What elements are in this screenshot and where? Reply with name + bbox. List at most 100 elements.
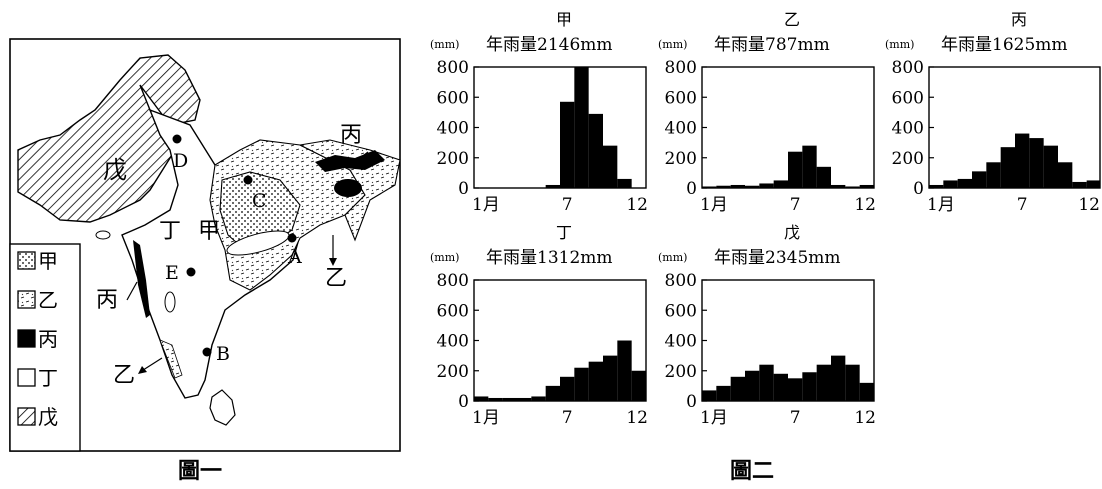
bar-3-m10	[603, 355, 618, 401]
ytick-label-3-1: 200	[437, 362, 469, 382]
bar-2-m12	[1086, 180, 1100, 188]
xtick-label-0-2: 12	[626, 195, 648, 215]
bar-1-m4	[745, 185, 760, 188]
legend-label-4: 戊	[38, 405, 58, 429]
leader-bing-west	[126, 281, 138, 301]
ytick-label-3-0: 0	[458, 392, 469, 412]
ytick-label-4-4: 800	[665, 271, 697, 291]
chart-annual-1: 年雨量787mm	[714, 35, 830, 55]
caption-figure1: 圖一	[178, 458, 222, 484]
region-bing-west-shape	[133, 240, 150, 318]
bar-2-m6	[1000, 147, 1015, 188]
ytick-label-2-1: 200	[892, 149, 924, 169]
bar-2-m4	[972, 171, 987, 188]
small-lake-shape	[164, 291, 176, 313]
bar-0-m6	[545, 184, 560, 188]
xtick-label-3-0: 1月	[472, 408, 500, 428]
point-label-A: A	[287, 246, 302, 268]
chart-unit-2: (mm)	[885, 38, 914, 51]
legend-label-3: 丁	[38, 366, 58, 390]
bar-4-m7	[788, 378, 803, 401]
ytick-label-1-4: 800	[665, 58, 697, 78]
ytick-label-4-0: 0	[686, 392, 697, 412]
xtick-label-4-1: 7	[790, 408, 801, 428]
point-B	[202, 347, 212, 357]
ytick-label-2-3: 600	[892, 88, 924, 108]
bar-4-m12	[859, 382, 874, 401]
bar-4-m11	[845, 364, 860, 401]
bar-0-m10	[603, 145, 618, 188]
chart-unit-0: (mm)	[430, 38, 459, 51]
bar-0-m7	[560, 101, 575, 188]
point-E	[186, 267, 196, 277]
region-label-bing-west: 丙	[96, 288, 118, 313]
legend-swatch-0	[17, 251, 36, 270]
bar-4-m4	[745, 370, 760, 401]
ytick-label-1-1: 200	[665, 149, 697, 169]
bar-3-m7	[560, 376, 575, 401]
bar-4-m10	[831, 355, 846, 401]
bar-2-m11	[1072, 181, 1087, 188]
xtick-label-2-1: 7	[1017, 195, 1028, 215]
leader-bing-east	[354, 151, 369, 163]
bar-1-m6	[773, 180, 788, 188]
ytick-label-4-3: 600	[665, 301, 697, 321]
chart-title-4: 戊	[784, 223, 800, 242]
rain-chart-4: 戊 (mm) 年雨量2345mm 0 200 400 600 800 1月 7 12	[658, 223, 876, 428]
point-C	[243, 175, 253, 185]
rain-chart-3: 丁 (mm) 年雨量1312mm 0 200 400 600 800 1月 7 12	[430, 223, 648, 428]
xtick-label-4-0: 1月	[700, 408, 728, 428]
xtick-label-0-0: 1月	[472, 195, 500, 215]
point-label-D: D	[173, 150, 188, 172]
ytick-label-3-4: 800	[437, 271, 469, 291]
rainfall-charts: 甲 (mm) 年雨量2146mm 0 200 400 600 800 1月 7 12 乙 (mm) 年雨量…	[430, 10, 1101, 428]
ytick-label-0-2: 400	[437, 119, 469, 139]
bar-2-m2	[943, 180, 958, 188]
chart-title-2: 丙	[1011, 10, 1027, 29]
region-label-yi-west: 乙	[113, 363, 135, 388]
bar-3-m12	[631, 370, 646, 401]
point-label-C: C	[252, 190, 267, 212]
xtick-label-1-1: 7	[790, 195, 801, 215]
ytick-label-2-0: 0	[913, 179, 924, 199]
bar-2-m8	[1029, 138, 1044, 188]
chart-unit-3: (mm)	[430, 251, 459, 264]
xtick-label-3-1: 7	[562, 408, 573, 428]
legend-label-0: 甲	[38, 249, 58, 273]
bar-3-m3	[502, 397, 517, 401]
bar-3-m6	[545, 385, 560, 401]
point-D	[172, 134, 182, 144]
bar-1-m2	[716, 185, 731, 188]
chart-unit-1: (mm)	[658, 38, 687, 51]
xtick-label-2-2: 12	[1078, 195, 1100, 215]
bar-1-m12	[859, 184, 874, 188]
bar-4-m9	[816, 364, 831, 401]
bar-2-m1	[929, 184, 944, 188]
chart-annual-3: 年雨量1312mm	[486, 248, 613, 268]
bar-4-m8	[802, 372, 817, 401]
arrow-yi-east	[329, 258, 337, 266]
ytick-label-0-0: 0	[458, 179, 469, 199]
bar-2-m10	[1058, 162, 1073, 188]
ytick-label-4-1: 200	[665, 362, 697, 382]
bar-2-m7	[1015, 133, 1030, 188]
lake-shape	[226, 230, 290, 256]
bar-3-m8	[574, 367, 589, 401]
region-wu-shape	[17, 54, 201, 223]
bar-3-m11	[617, 340, 632, 401]
point-A	[287, 233, 297, 243]
bar-1-m1	[702, 186, 717, 188]
ytick-label-1-0: 0	[686, 179, 697, 199]
legend-swatch-1	[17, 290, 36, 309]
ytick-label-4-2: 400	[665, 332, 697, 352]
chart-annual-0: 年雨量2146mm	[486, 35, 613, 55]
ytick-label-0-3: 600	[437, 88, 469, 108]
chart-title-3: 丁	[556, 223, 572, 242]
bar-1-m7	[788, 151, 803, 188]
legend-swatch-4	[17, 407, 36, 426]
region-yi-west-shape	[159, 339, 183, 379]
chart-annual-4: 年雨量2345mm	[714, 248, 841, 268]
bar-0-m8	[574, 67, 589, 188]
